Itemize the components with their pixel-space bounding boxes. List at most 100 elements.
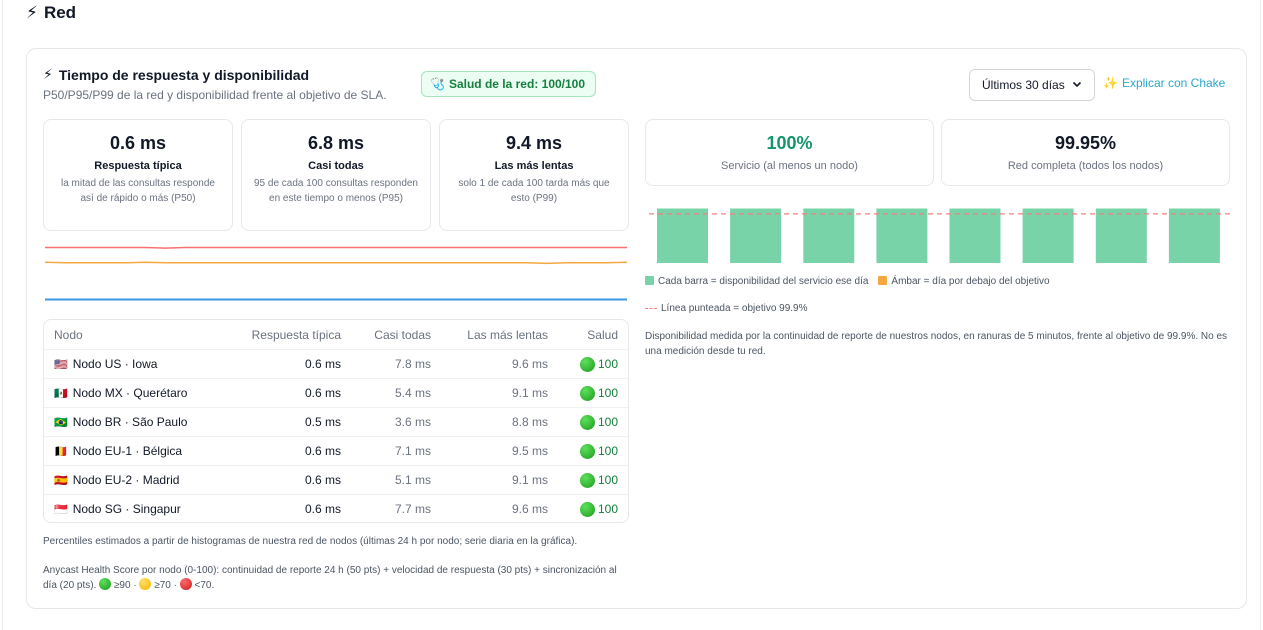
legend-target-label: Línea punteada = objetivo 99.9% <box>661 303 808 314</box>
availability-network-value: 99.95% <box>1054 133 1117 153</box>
availability-bar <box>657 208 708 263</box>
health-score-footnote: Anycast Health Score por nodo (0-100): c… <box>43 565 617 591</box>
node-p50: 0.5 ms <box>304 415 341 429</box>
node-name: Nodo SG · Singapur <box>72 502 181 516</box>
br-flag-icon: 🇧🇷 <box>54 416 68 429</box>
legend-amber-item: Ámbar = día por debajo del objetivo <box>878 276 1050 287</box>
availability-bar <box>803 208 855 263</box>
period-select-value: Últimos 30 días <box>982 78 1065 92</box>
lightning-icon: ⚡ <box>43 66 53 82</box>
section-title-label: Red <box>43 3 77 22</box>
node-p95: 3.6 ms <box>394 415 431 429</box>
table-row: 🇧🇪 Nodo EU-1 · Bélgica 0.6 ms 7.1 ms 9.5 … <box>44 436 628 465</box>
node-p50: 0.6 ms <box>304 444 341 458</box>
availability-network-box: 99.95% Red completa (todos los nodos) <box>941 119 1230 186</box>
availability-legend: Cada barra = disponibilidad del servicio… <box>645 276 1050 287</box>
availability-bar <box>876 208 928 263</box>
sg-flag-icon: 🇸🇬 <box>54 503 68 516</box>
node-p95: 7.8 ms <box>394 357 431 371</box>
node-p50: 0.6 ms <box>304 502 341 516</box>
green-circle-icon <box>579 385 595 401</box>
node-name: Nodo BR · São Paulo <box>72 415 188 429</box>
network-health-label: Salud de la red: 100/100 <box>448 77 586 91</box>
table-row: 🇲🇽 Nodo MX · Querétaro 0.6 ms 5.4 ms 9.1 … <box>44 378 628 407</box>
stat-label: Casi todas <box>308 160 364 172</box>
stat-box-p50: 0.6 ms Respuesta típica la mitad de las … <box>43 119 233 231</box>
stat-value: 6.8 ms <box>307 133 365 153</box>
network-health-badge: 🩺 Salud de la red: 100/100 <box>421 71 597 97</box>
stat-value: 0.6 ms <box>109 133 167 153</box>
availability-network-label: Red completa (todos los nodos) <box>1007 160 1164 172</box>
green-circle-icon <box>579 414 595 430</box>
green-circle-icon <box>579 356 595 372</box>
green-circle-icon <box>579 472 595 488</box>
table-row: 🇺🇸 Nodo US · Iowa 0.6 ms 7.8 ms 9.6 ms 10… <box>44 349 628 378</box>
stat-description: solo 1 de cada 100 tarda más que esto (P… <box>458 178 610 204</box>
stat-label: Las más lentas <box>494 160 574 172</box>
legend-bar-item: Cada barra = disponibilidad del servicio… <box>645 276 868 287</box>
stat-label: Respuesta típica <box>94 160 182 172</box>
be-flag-icon: 🇧🇪 <box>54 445 68 458</box>
period-select[interactable]: Últimos 30 días <box>969 69 1095 101</box>
node-p50: 0.6 ms <box>304 357 341 371</box>
legend-yellow-threshold: ≥70 <box>154 580 171 591</box>
header-node: Nodo <box>54 327 83 342</box>
green-circle-icon <box>99 578 112 590</box>
stat-box-p95: 6.8 ms Casi todas 95 de cada 100 consult… <box>241 119 431 231</box>
node-p99: 8.8 ms <box>511 415 548 429</box>
stethoscope-icon: 🩺 <box>430 77 445 91</box>
chevron-down-icon <box>1072 78 1082 92</box>
explain-link-label: Explicar con Chake <box>1121 76 1226 90</box>
legend-amber-swatch <box>878 276 888 285</box>
table-header-row: Nodo Respuesta típica Casi todas Las más… <box>44 320 628 349</box>
nodes-table: Nodo Respuesta típica Casi todas Las más… <box>43 319 629 523</box>
node-p99: 9.6 ms <box>511 502 548 516</box>
availability-bar <box>1095 208 1147 263</box>
latency-line-p99 <box>45 246 627 249</box>
node-p95: 5.4 ms <box>394 386 431 400</box>
legend-bar-label: Cada barra = disponibilidad del servicio… <box>658 276 869 287</box>
header-p50: Respuesta típica <box>251 327 341 342</box>
node-p99: 9.5 ms <box>511 444 548 458</box>
card-title: ⚡ Tiempo de respuesta y disponibilidad <box>43 66 309 83</box>
explain-with-chake-link[interactable]: ✨ Explicar con Chake <box>1103 76 1225 90</box>
stat-description: 95 de cada 100 consultas responden en es… <box>253 178 418 204</box>
daily-availability-chart <box>649 208 1230 263</box>
target-legend: Línea punteada = objetivo 99.9% <box>645 303 808 314</box>
node-health: 100 <box>597 502 618 516</box>
availability-service-label: Servicio (al menos un nodo) <box>721 160 858 172</box>
sparkles-icon: ✨ <box>1103 76 1118 90</box>
availability-note: Disponibilidad medida por la continuidad… <box>645 331 1228 357</box>
response-availability-card: ⚡ Tiempo de respuesta y disponibilidad P… <box>26 48 1247 609</box>
section-title: ⚡ Red <box>26 3 76 23</box>
legend-bar-swatch <box>645 276 654 285</box>
node-p99: 9.1 ms <box>511 473 548 487</box>
green-circle-icon <box>579 501 595 517</box>
stat-description: la mitad de las consultas responde así d… <box>61 178 215 204</box>
availability-service-value: 100% <box>766 133 813 153</box>
latency-line-p95 <box>45 261 627 265</box>
latency-sparkline-chart <box>45 246 627 301</box>
stat-box-p99: 9.4 ms Las más lentas solo 1 de cada 100… <box>439 119 629 231</box>
node-p95: 7.1 ms <box>394 444 431 458</box>
dashed-line-icon <box>645 308 657 309</box>
mx-flag-icon: 🇲🇽 <box>54 387 68 400</box>
availability-bar <box>949 208 1001 263</box>
node-health: 100 <box>597 415 618 429</box>
stat-value: 9.4 ms <box>505 133 563 153</box>
us-flag-icon: 🇺🇸 <box>54 358 68 371</box>
availability-bar <box>1022 208 1074 263</box>
lightning-icon: ⚡ <box>26 3 38 22</box>
legend-green-threshold: ≥90 <box>113 580 131 591</box>
header-p99: Las más lentas <box>467 327 548 342</box>
node-name: Nodo MX · Querétaro <box>72 386 188 400</box>
node-health: 100 <box>597 386 618 400</box>
header-p95: Casi todas <box>374 327 431 342</box>
node-p95: 5.1 ms <box>394 473 431 487</box>
percentiles-footnote: Percentiles estimados a partir de histog… <box>43 536 578 547</box>
availability-bar <box>1168 208 1220 263</box>
table-row: 🇧🇷 Nodo BR · São Paulo 0.5 ms 3.6 ms 8.8 … <box>44 407 628 436</box>
red-circle-icon <box>179 578 192 590</box>
table-row: 🇪🇸 Nodo EU-2 · Madrid 0.6 ms 5.1 ms 9.1 m… <box>44 465 628 494</box>
